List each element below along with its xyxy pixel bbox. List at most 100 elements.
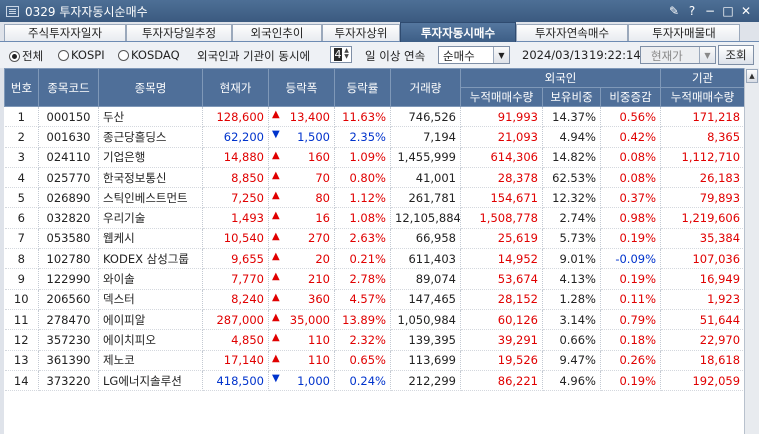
cell-foreign-ratio: 14.37% (542, 106, 601, 128)
cell-price: 10,540 (202, 228, 269, 250)
tab-investor-daily[interactable]: 주식투자자일자 (4, 24, 126, 41)
cell-rate: 4.57% (334, 289, 391, 310)
cell-no: 4 (4, 167, 39, 189)
close-icon[interactable]: ✕ (740, 4, 752, 18)
cell-change-value: 160 (308, 150, 330, 165)
cell-foreign-net: 60,126 (460, 309, 543, 331)
days-stepper[interactable]: 4 ▲ ▼ (330, 46, 352, 63)
vertical-scrollbar[interactable]: ▲ (744, 68, 759, 434)
table-row[interactable]: 13 361390 제노코 17,140 ▲ 110 0.65% 113,699 19,526 9… (4, 350, 744, 371)
cell-change: ▼ 1,500 (268, 126, 335, 148)
help-icon[interactable]: ? (688, 4, 696, 18)
cell-price: 17,140 (202, 350, 269, 371)
header-code[interactable]: 종목코드 (38, 68, 99, 107)
table-row[interactable]: 9 122990 와이솔 7,770 ▲ 210 2.78% 89,074 53,674 4.13… (4, 268, 744, 290)
cell-code: 361390 (38, 350, 99, 371)
header-change[interactable]: 등락폭 (268, 68, 335, 107)
cell-foreign-ratio-chg: 0.08% (600, 167, 662, 189)
days-value: 4 (334, 48, 342, 61)
cell-change: ▲ 160 (268, 147, 335, 168)
cell-code: 357230 (38, 329, 99, 351)
header-no[interactable]: 번호 (4, 68, 39, 107)
cell-code: 373220 (38, 370, 99, 392)
header-foreign-ratio-chg[interactable]: 비중증감 (599, 87, 662, 107)
radio-all[interactable]: 전체 (9, 48, 43, 64)
header-volume[interactable]: 거래량 (390, 68, 461, 107)
header-name[interactable]: 종목명 (98, 68, 203, 107)
window-menu-icon[interactable] (6, 5, 19, 17)
cell-change: ▲ 70 (268, 167, 335, 189)
cell-change-value: 1,500 (297, 129, 330, 144)
triangle-up-icon: ▲ (272, 291, 280, 303)
cell-price: 8,240 (202, 289, 269, 310)
tab-foreign-trend[interactable]: 외국인추이 (232, 24, 322, 41)
cell-foreign-ratio-chg: 0.19% (600, 370, 662, 392)
table-row[interactable]: 2 001630 종근당홀딩스 62,200 ▼ 1,500 2.35% 7,194 21,09… (4, 126, 744, 148)
tab-investor-supply[interactable]: 투자자매물대 (628, 24, 740, 41)
cell-volume: 89,074 (390, 268, 461, 290)
cell-change-value: 20 (315, 251, 330, 266)
table-row[interactable]: 14 373220 LG에너지솔루션 418,500 ▼ 1,000 0.24% 212,29… (4, 370, 744, 392)
maximize-icon[interactable]: □ (722, 4, 734, 18)
cell-volume: 113,699 (390, 350, 461, 371)
cell-foreign-ratio: 12.32% (542, 187, 601, 209)
triangle-up-icon: ▲ (272, 311, 280, 323)
table-row[interactable]: 10 206560 덱스터 8,240 ▲ 360 4.57% 147,465 28,152 1.… (4, 289, 744, 310)
cell-change: ▼ 1,000 (268, 370, 335, 392)
cell-rate: 0.21% (334, 248, 391, 270)
table-row[interactable]: 12 357230 에이치피오 4,850 ▲ 110 2.32% 139,395 39,291… (4, 329, 744, 351)
cell-change-value: 13,400 (289, 109, 330, 124)
cell-rate: 2.35% (334, 126, 391, 148)
tab-investor-estimate[interactable]: 투자자당일추정 (126, 24, 232, 41)
cell-change: ▲ 360 (268, 289, 335, 310)
chevron-down-icon[interactable]: ▼ (493, 47, 509, 63)
radio-kospi[interactable]: KOSPI (58, 48, 105, 62)
cell-foreign-ratio: 4.94% (542, 126, 601, 148)
header-price[interactable]: 현재가 (202, 68, 269, 107)
cell-change-value: 35,000 (289, 312, 330, 327)
cell-foreign-ratio-chg: 0.42% (600, 126, 662, 148)
table-row[interactable]: 8 102780 KODEX 삼성그룹 9,655 ▲ 20 0.21% 611,403 14,… (4, 248, 744, 270)
table-row[interactable]: 3 024110 기업은행 14,880 ▲ 160 1.09% 1,455,999 614,3… (4, 147, 744, 168)
cell-volume: 261,781 (390, 187, 461, 209)
cell-foreign-ratio: 2.74% (542, 207, 601, 229)
table-row[interactable]: 7 053580 웹케시 10,540 ▲ 270 2.63% 66,958 25,619 5.7… (4, 228, 744, 250)
header-rate[interactable]: 등락률 (334, 68, 391, 107)
cell-inst-net: 192,059 (660, 370, 744, 392)
tab-investor-consecutive[interactable]: 투자자연속매수 (516, 24, 628, 41)
spin-arrows-icon[interactable]: ▲ ▼ (344, 47, 349, 60)
query-button[interactable]: 조회 (718, 45, 754, 65)
header-foreign-net[interactable]: 누적매매수량 (460, 87, 543, 107)
header-foreign-ratio[interactable]: 보유비중 (542, 87, 601, 107)
cell-volume: 41,001 (390, 167, 461, 189)
triangle-up-icon: ▲ (272, 210, 280, 222)
stock-table: 번호 종목코드 종목명 현재가 등락폭 등락률 거래량 외국인 기관 누적매매수… (4, 68, 744, 434)
cell-volume: 746,526 (390, 106, 461, 128)
cell-price: 8,850 (202, 167, 269, 189)
table-row[interactable]: 11 278470 에이피알 287,000 ▲ 35,000 13.89% 1,050,98… (4, 309, 744, 331)
scroll-up-icon[interactable]: ▲ (746, 69, 758, 83)
tab-investor-simultaneous[interactable]: 투자자동시매수 (400, 22, 516, 42)
table-row[interactable]: 5 026890 스틱인베스트먼트 7,250 ▲ 80 1.12% 261,781 154,6… (4, 187, 744, 209)
tab-investor-top[interactable]: 투자자상위 (322, 24, 400, 41)
header-inst-net[interactable]: 누적매매수량 (660, 87, 744, 107)
price-select[interactable]: 현재가 ▼ (640, 46, 716, 64)
cell-name: 에이치피오 (98, 329, 203, 351)
cell-code: 053580 (38, 228, 99, 250)
table-row[interactable]: 6 032820 우리기술 1,493 ▲ 16 1.08% 12,105,884 1,508,… (4, 207, 744, 229)
cell-code: 024110 (38, 147, 99, 168)
cell-rate: 13.89% (334, 309, 391, 331)
trade-type-select[interactable]: 순매수 ▼ (438, 46, 510, 64)
pin-icon[interactable]: ✎ (668, 4, 680, 18)
date-text: 2024/03/13 (522, 48, 589, 62)
cell-foreign-net: 21,093 (460, 126, 543, 148)
cell-foreign-ratio: 62.53% (542, 167, 601, 189)
filter-bar: 전체 KOSPI KOSDAQ 외국인과 기관이 동시에 4 ▲ ▼ 일 이상 연… (0, 42, 759, 68)
minimize-icon[interactable]: − (704, 4, 716, 18)
cell-foreign-ratio-chg: 0.98% (600, 207, 662, 229)
radio-kosdaq[interactable]: KOSDAQ (118, 48, 180, 62)
chevron-down-icon[interactable]: ▼ (699, 47, 715, 63)
table-row[interactable]: 1 000150 두산 128,600 ▲ 13,400 11.63% 746,526 91,9… (4, 106, 744, 128)
table-row[interactable]: 4 025770 한국정보통신 8,850 ▲ 70 0.80% 41,001 28,378 62… (4, 167, 744, 189)
triangle-up-icon: ▲ (272, 149, 280, 161)
